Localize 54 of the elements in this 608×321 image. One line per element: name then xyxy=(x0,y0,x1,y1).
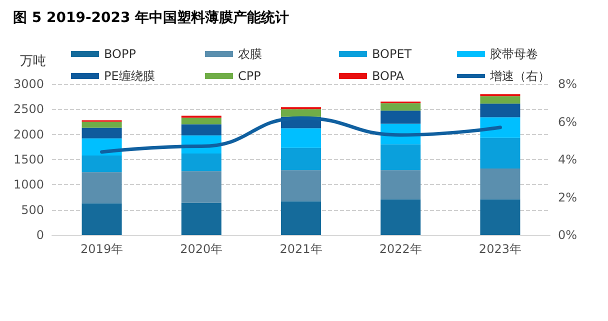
x-tick-label: 2021年 xyxy=(280,242,322,256)
y-tick-label: 500 xyxy=(21,202,44,217)
bar xyxy=(480,199,520,235)
legend-label: PE缠绕膜 xyxy=(104,69,155,83)
legend-label: BOPA xyxy=(372,69,405,83)
y2-tick-label: 4% xyxy=(558,152,578,166)
bar xyxy=(181,171,222,203)
x-tick-label: 2022年 xyxy=(379,242,422,256)
bar xyxy=(82,122,122,128)
legend-label: BOPET xyxy=(372,47,412,61)
bar xyxy=(82,155,122,172)
bar xyxy=(281,128,321,148)
legend-label: 胶带母卷 xyxy=(490,47,538,61)
y-tick-label: 1500 xyxy=(13,152,44,166)
bar xyxy=(281,109,321,117)
y2-tick-label: 2% xyxy=(558,190,578,204)
bar xyxy=(181,202,222,235)
legend-label: BOPP xyxy=(104,47,136,61)
bar xyxy=(480,117,520,138)
x-tick-label: 2023年 xyxy=(478,242,522,256)
bar xyxy=(380,199,421,235)
bar xyxy=(380,110,421,124)
bar xyxy=(181,124,222,136)
y-tick-label: 0 xyxy=(36,228,44,242)
bar xyxy=(281,148,321,170)
y2-tick-label: 6% xyxy=(558,114,578,129)
y2-tick-label: 0% xyxy=(558,228,578,242)
bar xyxy=(380,144,421,170)
x-tick-label: 2019年 xyxy=(80,242,124,256)
y2-tick-label: 8% xyxy=(558,77,578,91)
x-tick-label: 2020年 xyxy=(180,242,223,256)
bar xyxy=(181,153,222,172)
y-tick-label: 1000 xyxy=(13,178,44,192)
bar xyxy=(380,103,421,111)
bar xyxy=(480,104,520,118)
bar xyxy=(480,96,520,104)
legend-label: 农膜 xyxy=(238,47,262,61)
legend-label: CPP xyxy=(238,69,261,83)
bar xyxy=(82,172,122,204)
bar xyxy=(480,138,520,169)
y-tick-label: 2500 xyxy=(13,102,44,116)
bar xyxy=(480,168,520,200)
bar xyxy=(82,128,122,138)
line-series xyxy=(100,116,502,154)
y-axis-title: 万吨 xyxy=(20,54,46,69)
bar xyxy=(281,170,321,202)
chart-title: 图 5 2019-2023 年中国塑料薄膜产能统计 xyxy=(13,9,290,26)
bar xyxy=(281,201,321,235)
legend-label: 增速（右） xyxy=(489,69,550,83)
bar xyxy=(380,170,421,200)
y-tick-label: 2000 xyxy=(13,127,44,142)
bar xyxy=(181,118,222,124)
y-tick-label: 3000 xyxy=(13,77,44,91)
bar xyxy=(82,203,122,235)
